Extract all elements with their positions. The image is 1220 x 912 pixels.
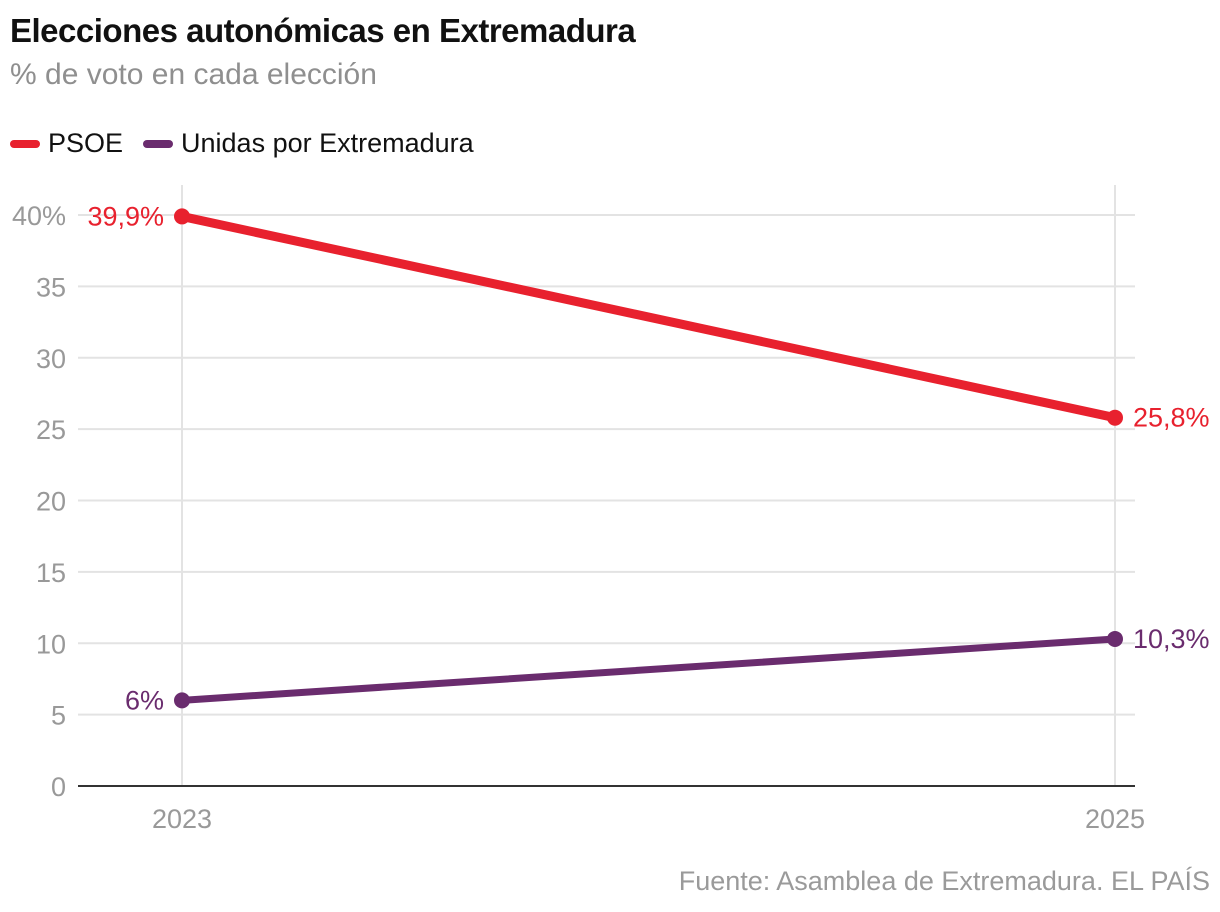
data-point-unidas-2023 (174, 692, 190, 709)
legend-item-unidas: Unidas por Extremadura (143, 128, 474, 159)
legend-label-psoe: PSOE (48, 128, 124, 158)
series-line-psoe (177, 211, 1120, 423)
legend-item-psoe: PSOE (10, 128, 123, 159)
y-tick-label-5: 5 (51, 701, 66, 731)
data-label-unidas-2025: 10,3% (1133, 624, 1210, 654)
y-tick-label-25: 25 (36, 415, 66, 445)
x-tick-label-2023: 2023 (152, 804, 212, 834)
data-label-unidas-2023: 6% (125, 685, 164, 715)
y-tick-label-40: 40% (12, 201, 66, 231)
y-tick-label-15: 15 (36, 558, 66, 588)
data-point-psoe-2023 (174, 208, 190, 225)
data-point-psoe-2025 (1107, 409, 1123, 426)
y-tick-label-30: 30 (36, 344, 66, 374)
y-tick-label-0: 0 (51, 772, 66, 802)
series-line-unidas (178, 635, 1119, 704)
data-label-psoe-2023: 39,9% (87, 201, 164, 231)
chart-title: Elecciones autonómicas en Extremadura (10, 12, 636, 49)
legend-swatch-psoe (10, 139, 40, 148)
data-label-psoe-2025: 25,8% (1133, 403, 1210, 433)
legend-swatch-unidas (143, 139, 174, 148)
y-tick-label-20: 20 (36, 487, 66, 517)
source-note: Fuente: Asamblea de Extremadura. EL PAÍS (678, 866, 1210, 896)
data-point-unidas-2025 (1107, 630, 1123, 647)
x-tick-label-2025: 2025 (1085, 804, 1145, 834)
chart-legend: PSOE Unidas por Extremadura (10, 128, 494, 159)
y-tick-label-10: 10 (36, 629, 66, 659)
y-tick-label-35: 35 (36, 272, 66, 302)
chart-subtitle: % de voto en cada elección (10, 58, 377, 91)
legend-label-unidas: Unidas por Extremadura (181, 128, 474, 158)
